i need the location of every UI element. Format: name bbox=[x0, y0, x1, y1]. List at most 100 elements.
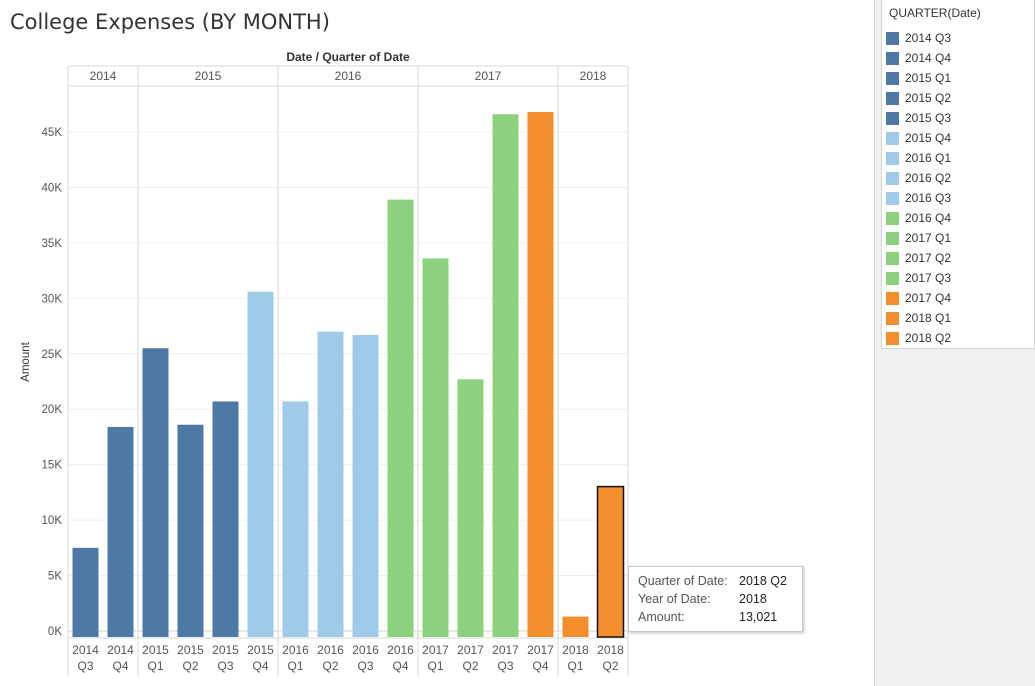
tooltip-row-quarter: Quarter of Date: 2018 Q2 bbox=[638, 574, 803, 590]
x-tick-quarter: Q4 bbox=[532, 659, 548, 673]
x-tick-quarter: Q2 bbox=[602, 659, 618, 673]
legend-label: 2015 Q4 bbox=[905, 131, 952, 145]
bar bbox=[352, 334, 379, 637]
tooltip-row-amount: Amount: 13,021 bbox=[638, 610, 803, 626]
bar bbox=[72, 547, 99, 637]
legend-swatch bbox=[886, 92, 899, 105]
legend-item[interactable]: 2017 Q1 bbox=[886, 230, 1031, 250]
tooltip: Quarter of Date: 2018 Q2 Year of Date: 2… bbox=[628, 566, 803, 632]
y-tick-label: 45K bbox=[42, 127, 63, 139]
x-tick-year: 2014 bbox=[72, 643, 99, 657]
legend-swatch bbox=[886, 112, 899, 125]
legend-label: 2017 Q1 bbox=[905, 231, 952, 245]
legend-label: 2014 Q3 bbox=[905, 31, 952, 45]
legend-label: 2015 Q1 bbox=[905, 71, 952, 85]
bar bbox=[282, 401, 309, 637]
legend-item[interactable]: 2016 Q1 bbox=[886, 150, 1031, 170]
legend-item[interactable]: 2017 Q4 bbox=[886, 290, 1031, 310]
tooltip-label: Amount: bbox=[638, 610, 685, 624]
year-header-label: 2014 bbox=[90, 69, 117, 83]
legend-swatch bbox=[886, 332, 899, 345]
x-tick-year: 2018 bbox=[562, 643, 589, 657]
bar bbox=[457, 379, 484, 637]
legend-label: 2015 Q2 bbox=[905, 91, 952, 105]
legend-title: QUARTER(Date) bbox=[889, 6, 981, 20]
legend-item[interactable]: 2016 Q2 bbox=[886, 170, 1031, 190]
bar bbox=[492, 114, 519, 638]
x-tick-year: 2017 bbox=[457, 643, 484, 657]
y-tick-label: 25K bbox=[42, 349, 63, 361]
legend-swatch bbox=[886, 32, 899, 45]
y-tick-label: 40K bbox=[42, 182, 63, 194]
y-tick-label: 10K bbox=[42, 515, 63, 527]
tooltip-value: 2018 Q2 bbox=[739, 574, 787, 588]
bar bbox=[177, 424, 204, 637]
legend-label: 2016 Q1 bbox=[905, 151, 952, 165]
legend-label: 2017 Q3 bbox=[905, 271, 952, 285]
legend-item[interactable]: 2017 Q2 bbox=[886, 250, 1031, 270]
x-tick-year: 2014 bbox=[107, 643, 134, 657]
legend-item[interactable]: 2016 Q4 bbox=[886, 210, 1031, 230]
x-tick-year: 2018 bbox=[597, 643, 624, 657]
tooltip-label: Year of Date: bbox=[638, 592, 711, 606]
legend-item[interactable]: 2018 Q1 bbox=[886, 310, 1031, 330]
bar bbox=[107, 426, 134, 637]
year-header-label: 2018 bbox=[580, 69, 607, 83]
legend-swatch bbox=[886, 232, 899, 245]
x-tick-quarter: Q2 bbox=[322, 659, 338, 673]
legend-swatch bbox=[886, 192, 899, 205]
legend-label: 2016 Q2 bbox=[905, 171, 952, 185]
bar bbox=[247, 291, 274, 637]
legend-label: 2018 Q2 bbox=[905, 331, 952, 345]
legend-label: 2017 Q4 bbox=[905, 291, 952, 305]
y-tick-label: 35K bbox=[42, 238, 63, 250]
x-tick-year: 2017 bbox=[422, 643, 449, 657]
year-header-label: 2016 bbox=[335, 69, 362, 83]
year-header-label: 2017 bbox=[475, 69, 502, 83]
legend-swatch bbox=[886, 272, 899, 285]
x-tick-quarter: Q2 bbox=[182, 659, 198, 673]
x-tick-quarter: Q3 bbox=[357, 659, 373, 673]
legend-item[interactable]: 2014 Q4 bbox=[886, 50, 1031, 70]
column-header: Date / Quarter of Date bbox=[286, 50, 410, 64]
bar-chart: Date / Quarter of Date 0K 5K 10K 15K 20K 25K 30… bbox=[20, 50, 629, 676]
legend-item[interactable]: 2018 Q2 bbox=[886, 330, 1031, 350]
tooltip-value: 2018 bbox=[739, 592, 767, 606]
legend-item[interactable]: 2015 Q2 bbox=[886, 90, 1031, 110]
legend-label: 2016 Q3 bbox=[905, 191, 952, 205]
y-axis-title: Amount bbox=[20, 341, 32, 381]
x-tick-year: 2015 bbox=[177, 643, 204, 657]
x-tick-quarter: Q4 bbox=[392, 659, 408, 673]
bar bbox=[527, 112, 554, 638]
legend-item[interactable]: 2017 Q3 bbox=[886, 270, 1031, 290]
bar bbox=[596, 485, 625, 638]
tooltip-row-year: Year of Date: 2018 bbox=[638, 592, 803, 608]
legend-label: 2016 Q4 bbox=[905, 211, 952, 225]
legend-item[interactable]: 2014 Q3 bbox=[886, 30, 1031, 50]
legend-panel: QUARTER(Date) 2014 Q3 2014 Q4 2015 Q1 2015 … bbox=[874, 0, 1035, 686]
x-tick-year: 2016 bbox=[317, 643, 344, 657]
legend-label: 2017 Q2 bbox=[905, 251, 952, 265]
x-tick-year: 2016 bbox=[387, 643, 414, 657]
bar bbox=[422, 258, 449, 637]
x-tick-year: 2017 bbox=[492, 643, 519, 657]
legend-item[interactable]: 2015 Q4 bbox=[886, 130, 1031, 150]
legend-swatch bbox=[886, 212, 899, 225]
legend-label: 2014 Q4 bbox=[905, 51, 952, 65]
x-tick-quarter: Q3 bbox=[497, 659, 513, 673]
legend-swatch bbox=[886, 172, 899, 185]
bar bbox=[317, 331, 344, 637]
legend-item[interactable]: 2015 Q1 bbox=[886, 70, 1031, 90]
x-tick-quarter: Q1 bbox=[567, 659, 583, 673]
bar bbox=[387, 199, 414, 638]
legend-swatch bbox=[886, 132, 899, 145]
legend-swatch bbox=[886, 52, 899, 65]
color-legend: QUARTER(Date) 2014 Q3 2014 Q4 2015 Q1 2015 … bbox=[881, 0, 1035, 349]
legend-swatch bbox=[886, 252, 899, 265]
x-tick-year: 2016 bbox=[282, 643, 309, 657]
legend-swatch bbox=[886, 312, 899, 325]
legend-item[interactable]: 2015 Q3 bbox=[886, 110, 1031, 130]
legend-swatch bbox=[886, 292, 899, 305]
legend-item[interactable]: 2016 Q3 bbox=[886, 190, 1031, 210]
x-tick-year: 2017 bbox=[527, 643, 554, 657]
